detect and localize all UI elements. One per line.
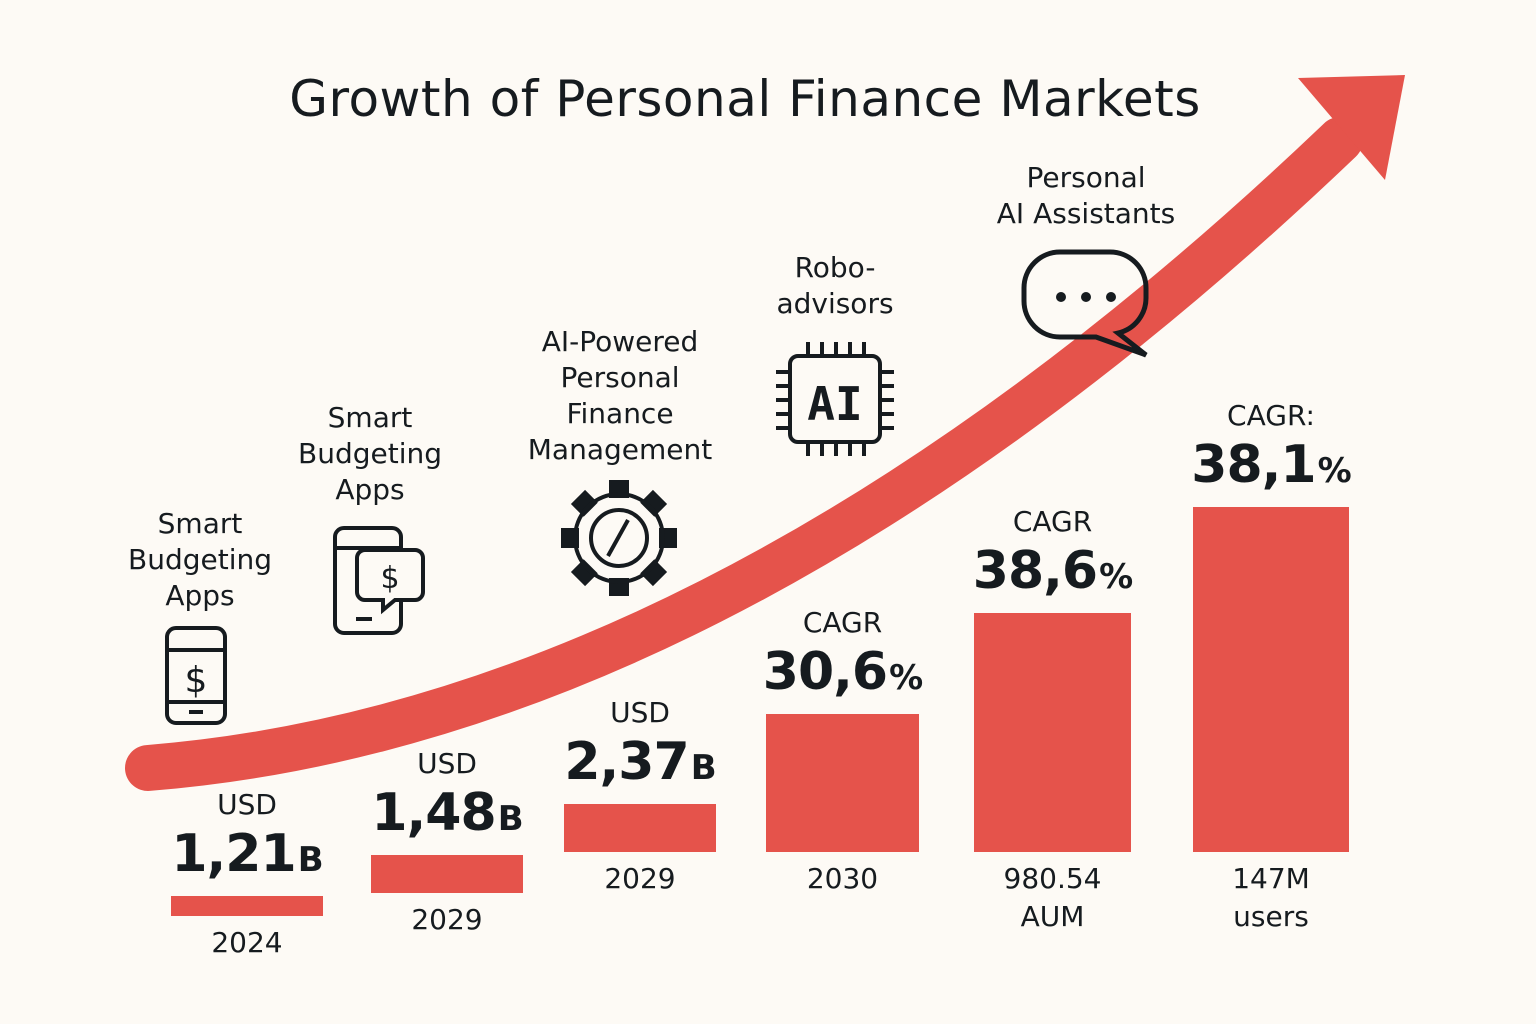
bar-category-line: 147M bbox=[1232, 862, 1310, 895]
annotation-label-3: AI-Powered Personal Finance Management bbox=[527, 325, 713, 466]
bar-top-label: CAGR bbox=[1012, 505, 1093, 538]
annotation-label-4: Robo- advisors bbox=[776, 251, 894, 320]
bar-top-label: USD bbox=[217, 788, 277, 821]
bar-6 bbox=[1193, 507, 1349, 852]
bar-value-unit: % bbox=[1099, 557, 1133, 597]
bar-category-label: 2029 bbox=[327, 901, 567, 939]
bar-category-line: 2024 bbox=[211, 926, 283, 959]
chart-title: Growth of Personal Finance Markets bbox=[289, 70, 1201, 128]
svg-text:$: $ bbox=[185, 660, 208, 701]
annotation-label-2: Smart Budgeting Apps bbox=[297, 401, 442, 506]
bar-value-label: 38,1% bbox=[1151, 435, 1391, 495]
svg-text:$: $ bbox=[380, 561, 399, 596]
ai-chip-text: AI bbox=[807, 377, 862, 431]
bar-value-label: 1,48B bbox=[327, 783, 567, 843]
bar-value-number: 2,37 bbox=[564, 732, 689, 792]
bar-value-number: 38,1 bbox=[1191, 435, 1316, 495]
bar-value-unit: B bbox=[497, 799, 524, 839]
bar-top-label: USD bbox=[610, 696, 670, 729]
gear-icon bbox=[561, 480, 677, 596]
bar-category-line: 2030 bbox=[806, 862, 879, 895]
bar-2 bbox=[371, 855, 523, 893]
bar-value-unit: % bbox=[889, 658, 923, 698]
bar-value-label: 30,6% bbox=[723, 642, 963, 702]
bar-category-line: 980.54 bbox=[1003, 862, 1102, 895]
bar-value-number: 38,6 bbox=[972, 541, 1098, 601]
bar-value-label: 38,6% bbox=[933, 541, 1173, 601]
ai-chip-icon: AI bbox=[776, 342, 894, 456]
bar-category-label: 980.54 AUM bbox=[933, 860, 1173, 936]
bar-1 bbox=[171, 896, 323, 916]
annotation-label-1: Smart Budgeting Apps bbox=[127, 507, 272, 612]
bar-category-label: 2024 bbox=[127, 924, 367, 962]
bar-category-label: 2030 bbox=[723, 860, 963, 898]
bar-top-label: CAGR bbox=[802, 606, 883, 639]
bar-value-unit: B bbox=[297, 840, 324, 880]
phone-chat-dollar-icon: $ bbox=[333, 526, 425, 635]
gear-ring bbox=[573, 492, 665, 584]
bar-category-line: 2029 bbox=[411, 903, 483, 936]
bar-group bbox=[171, 507, 1349, 916]
chat-bubble-icon bbox=[1021, 249, 1149, 358]
bar-category-label: 147M users bbox=[1151, 860, 1391, 936]
bar-value-label: 1,21B bbox=[127, 824, 367, 884]
bar-category-line: AUM bbox=[1020, 900, 1085, 933]
bar-value-label: 2,37B bbox=[520, 732, 760, 792]
growth-arrow-shaft bbox=[125, 117, 1363, 791]
bar-top-label: USD bbox=[417, 747, 477, 780]
bar-value-unit: B bbox=[690, 748, 717, 788]
bar-category-label: 2029 bbox=[520, 860, 760, 898]
bar-value-number: 30,6 bbox=[762, 642, 888, 702]
smartphone-dollar-icon: $ bbox=[165, 626, 227, 725]
bar-top-label: CAGR: bbox=[1227, 399, 1315, 432]
bar-value-number: 1,21 bbox=[171, 824, 296, 884]
bar-category-line: 2029 bbox=[604, 862, 676, 895]
bar-value-number: 1,48 bbox=[371, 783, 496, 843]
bar-4 bbox=[766, 714, 919, 852]
growth-arrow-head bbox=[1298, 75, 1405, 180]
annotation-label-5: Personal AI Assistants bbox=[996, 161, 1176, 230]
bar-5 bbox=[974, 613, 1131, 852]
bar-category-line: users bbox=[1233, 900, 1309, 933]
bar-value-unit: % bbox=[1317, 451, 1352, 491]
bar-3 bbox=[564, 804, 716, 852]
